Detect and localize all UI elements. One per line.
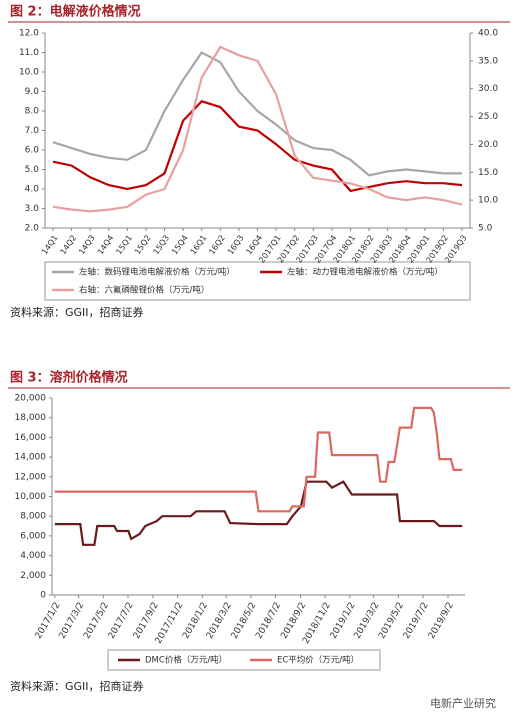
watermark: 电新产业研究 — [430, 696, 496, 710]
legend-label: 右轴：六氟磷酸锂价格（万元/吨） — [79, 285, 209, 296]
y-tick-label: 3.0 — [25, 204, 40, 214]
y-tick-label: 6,000 — [20, 531, 46, 541]
source-note: 资料来源：GGII，招商证券 — [10, 679, 144, 693]
y2-tick-label: 15.0 — [478, 168, 498, 178]
y-tick-label: 11.0 — [19, 48, 39, 58]
y2-tick-label: 20.0 — [478, 140, 498, 150]
y-tick-label: 2.0 — [25, 224, 40, 234]
x-tick-label: 15Q4 — [170, 233, 190, 256]
x-tick-label: 15Q3 — [151, 233, 171, 256]
y-tick-label: 5.0 — [25, 165, 40, 175]
y2-tick-label: 5.0 — [478, 224, 493, 234]
legend-label: 左轴：动力锂电池电解液价格（万元/吨） — [287, 267, 443, 278]
series-line — [52, 51, 462, 177]
legend-label: DMC价格（万元/吨） — [145, 655, 227, 666]
source-note: 资料来源：GGII，招商证券 — [10, 305, 144, 319]
x-tick-label: 2019/9/2 — [427, 601, 456, 641]
legend-box — [44, 261, 471, 301]
legend-box — [107, 649, 381, 671]
x-tick-label: 15Q1 — [114, 233, 134, 256]
y-tick-label: 8,000 — [20, 512, 46, 522]
x-tick-label: 14Q2 — [59, 233, 79, 256]
legend-label: 左轴：数码锂电池电解液价格（万元/吨） — [79, 267, 235, 278]
y2-tick-label: 10.0 — [478, 196, 498, 206]
figure-title: 图 3：溶剂价格情况 — [10, 370, 128, 386]
series-line — [54, 480, 463, 546]
x-tick-label: 16Q1 — [189, 233, 209, 256]
x-tick-label: 14Q3 — [77, 233, 97, 256]
y-tick-label: 0 — [40, 591, 46, 601]
x-tick-label: 16Q3 — [226, 233, 246, 256]
y-tick-label: 4.0 — [25, 185, 40, 195]
series-line — [52, 100, 463, 193]
y-tick-label: 4,000 — [20, 551, 46, 561]
y-tick-label: 6.0 — [25, 146, 40, 156]
legend-label: EC平均价（万元/吨） — [277, 655, 359, 666]
series-line — [54, 406, 463, 513]
x-tick-label: 15Q2 — [133, 233, 153, 256]
y-tick-label: 14,000 — [15, 453, 47, 463]
y-tick-label: 8.0 — [25, 107, 40, 117]
series-line — [52, 45, 463, 213]
y-tick-label: 10,000 — [15, 492, 47, 502]
x-tick-label: 14Q4 — [96, 233, 116, 256]
y-tick-label: 10.0 — [19, 68, 39, 78]
y-tick-label: 20,000 — [15, 394, 47, 404]
y-tick-label: 12,000 — [15, 472, 47, 482]
y-tick-label: 9.0 — [25, 87, 40, 97]
y-tick-label: 2,000 — [20, 571, 46, 581]
y2-tick-label: 35.0 — [478, 56, 498, 66]
x-tick-label: 14Q1 — [40, 233, 60, 256]
y2-tick-label: 40.0 — [478, 29, 498, 39]
y-tick-label: 16,000 — [15, 433, 47, 443]
y2-tick-label: 30.0 — [478, 84, 498, 94]
figure-title: 图 2：电解液价格情况 — [10, 4, 141, 20]
y-tick-label: 12.0 — [19, 29, 39, 39]
y-tick-label: 18,000 — [15, 413, 47, 423]
x-tick-label: 16Q2 — [207, 233, 227, 256]
y-tick-label: 7.0 — [25, 126, 40, 136]
y2-tick-label: 25.0 — [478, 112, 498, 122]
